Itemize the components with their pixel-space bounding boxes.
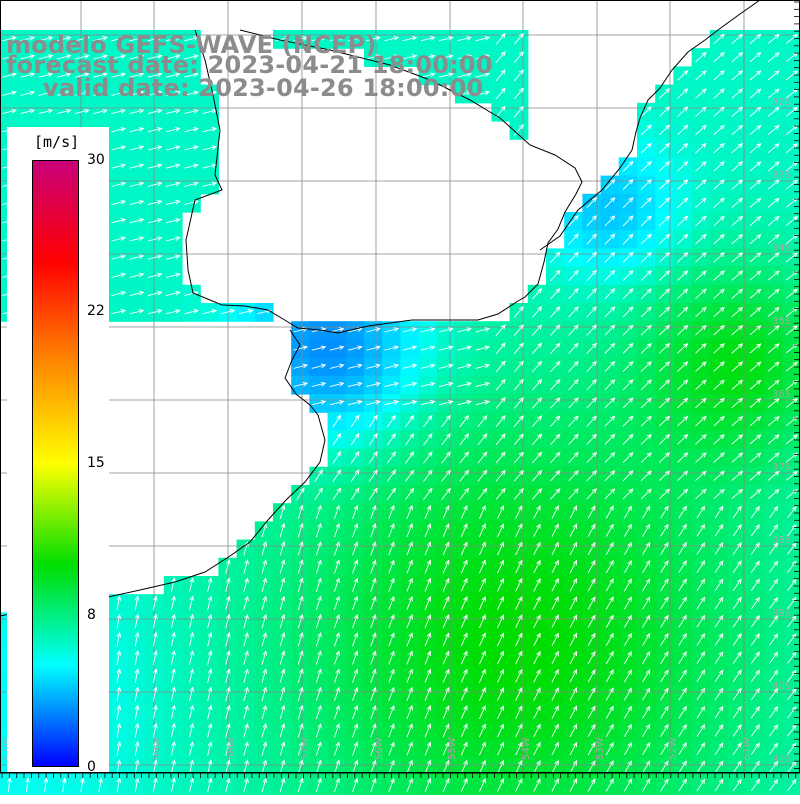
wind-map-svg: 61W60W59W58W57W56W55W54W53W52W51W32S33S3… — [0, 0, 800, 800]
wind-map: 61W60W59W58W57W56W55W54W53W52W51W32S33S3… — [0, 0, 800, 800]
